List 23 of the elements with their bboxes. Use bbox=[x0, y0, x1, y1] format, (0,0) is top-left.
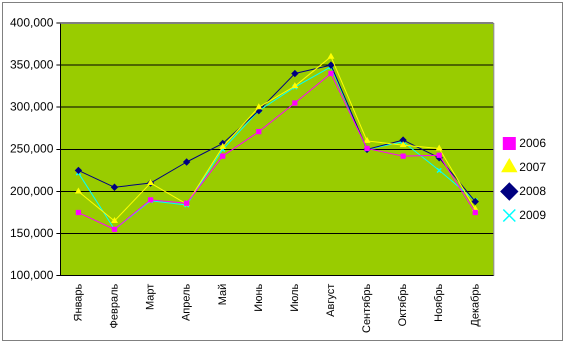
legend-label: 2008 bbox=[519, 184, 546, 198]
legend-label: 2006 bbox=[519, 136, 546, 150]
y-tick-label: 300,000 bbox=[10, 100, 54, 114]
legend-label: 2009 bbox=[519, 208, 546, 222]
x-tick-label: Август bbox=[324, 284, 337, 317]
x-tick-label: Декабрь bbox=[469, 283, 482, 327]
x-tick-label: Февраль bbox=[108, 283, 121, 328]
x-tick-label: Сентябрь bbox=[361, 283, 374, 333]
x-tick-label: Июнь bbox=[252, 283, 265, 312]
y-tick-label: 350,000 bbox=[10, 57, 54, 72]
y-tick-label: 100,000 bbox=[10, 268, 54, 282]
legend-label: 2007 bbox=[519, 160, 546, 174]
x-tick-label: Апрель bbox=[180, 283, 193, 322]
x-tick-label: Май bbox=[216, 284, 229, 306]
y-tick-label: 250,000 bbox=[10, 142, 54, 156]
y-tick-label: 400,000 bbox=[10, 15, 54, 30]
x-tick-label: Октябрь bbox=[397, 283, 410, 326]
x-tick-label: Январь bbox=[72, 283, 84, 322]
x-tick-label: Март bbox=[144, 284, 157, 310]
x-tick-label: Июль bbox=[288, 283, 301, 312]
x-tick-label: Ноябрь bbox=[433, 283, 446, 322]
y-tick-label: 200,000 bbox=[10, 184, 54, 198]
y-tick-label: 150,000 bbox=[10, 226, 54, 240]
